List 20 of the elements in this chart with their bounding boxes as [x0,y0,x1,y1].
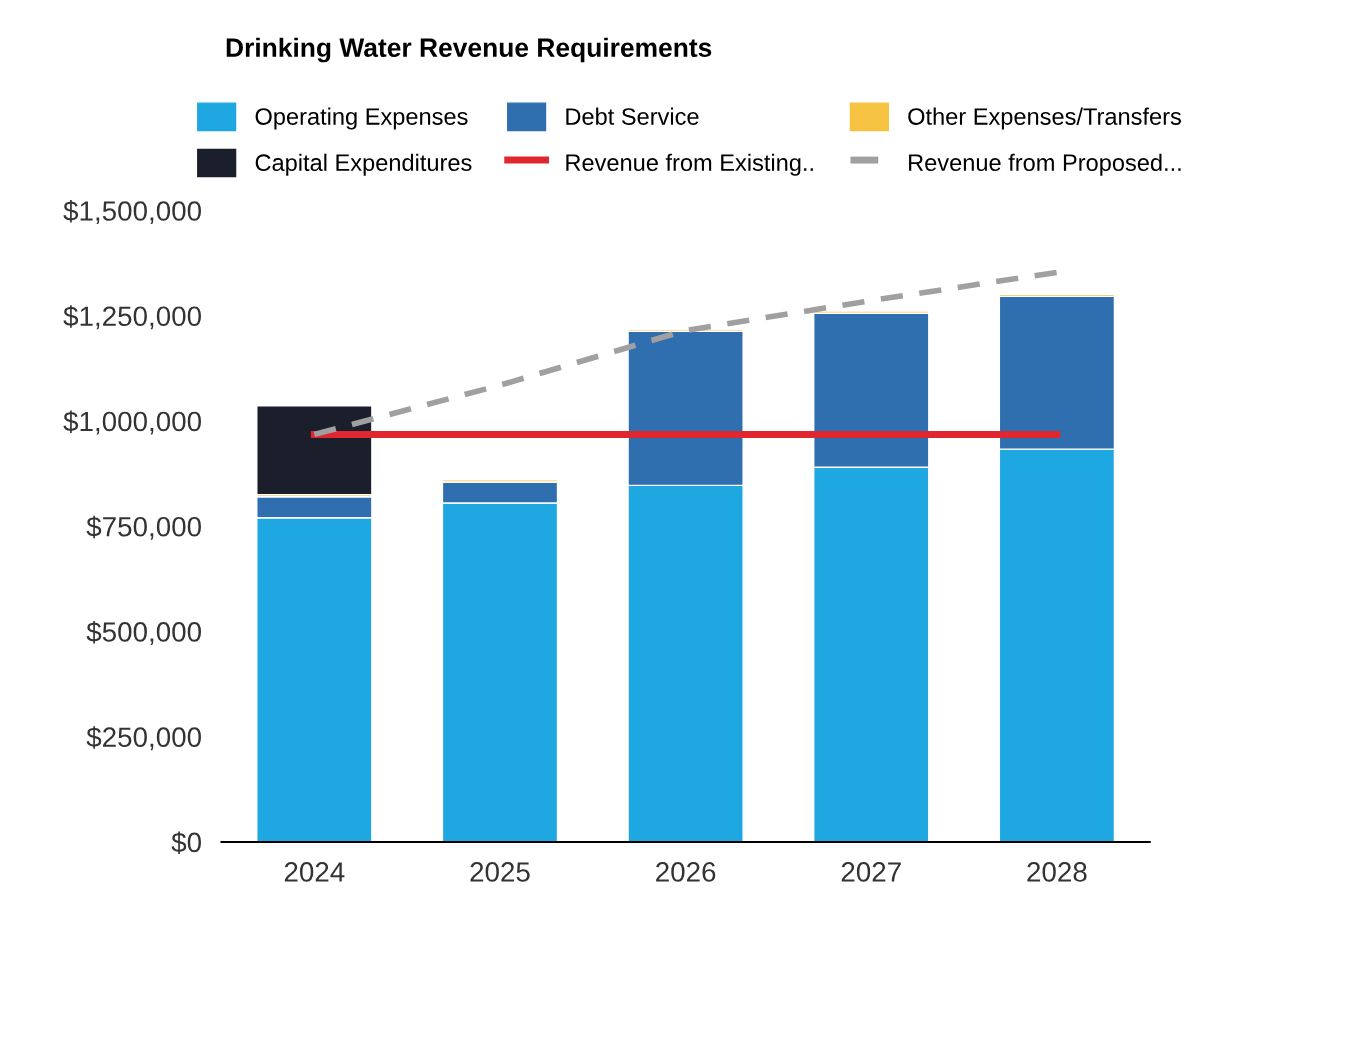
legend-label: Other Expenses/Transfers [908,107,1181,130]
x-tick-label: 2025 [470,862,530,882]
legend-label: Capital Expenditures [255,153,472,176]
legend-label: Debt Service [566,107,699,125]
x-tick-label: 2027 [841,862,901,882]
y-tick-label: $500,000 [86,620,201,646]
y-tick-label: $250,000 [86,726,201,751]
legend-label: Revenue from Existing.. [566,153,813,176]
x-tick-label: 2026 [656,862,716,882]
y-tick-label: $1,250,000 [63,305,201,330]
y-tick-label: $1,500,000 [63,199,201,225]
legend-label: Revenue from Proposed... [909,153,1181,176]
x-tick-label: 2028 [1027,862,1087,882]
y-tick-label: $1,000,000 [63,410,201,435]
y-tick-label: $750,000 [86,515,201,540]
x-tick-label: 2024 [284,862,345,882]
y-tick-label: $0 [171,831,201,854]
bar [256,405,373,496]
chart-title: Drinking Water Revenue Requirements [226,37,712,63]
legend-label: Operating Expenses [255,107,468,130]
